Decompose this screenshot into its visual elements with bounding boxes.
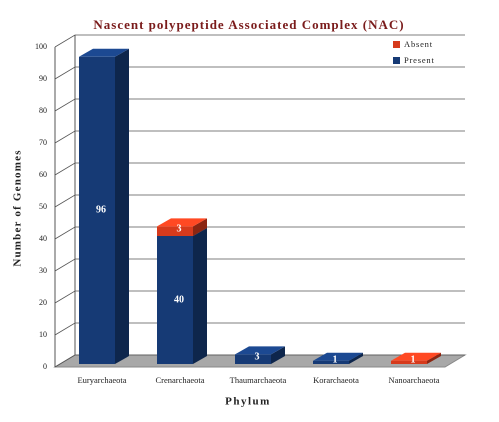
bar-side — [193, 228, 207, 364]
y-tick-label: 40 — [39, 234, 47, 243]
x-axis-label: Phylum — [225, 396, 271, 408]
legend-label: Present — [404, 55, 435, 65]
value-label: 96 — [96, 205, 106, 216]
bar-top — [79, 48, 129, 57]
bar-top — [235, 346, 285, 355]
grid-line — [54, 66, 465, 80]
grid-line — [54, 194, 465, 208]
y-tick-label: 0 — [43, 362, 47, 371]
y-tick-label: 100 — [35, 42, 47, 51]
legend-swatch — [393, 57, 400, 64]
legend-label: Absent — [404, 39, 433, 49]
grid-line — [54, 322, 465, 336]
x-tick-label: Thaumarchaeota — [230, 375, 287, 385]
bar-side — [193, 218, 207, 236]
bar-side — [271, 346, 285, 364]
bar-segment — [157, 218, 207, 236]
bar-front — [157, 236, 193, 364]
bar-segment — [235, 346, 285, 364]
bar-side — [115, 48, 129, 365]
y-tick-label: 10 — [39, 330, 47, 339]
y-tick-label: 70 — [39, 138, 47, 147]
x-tick-label: Euryarchaeota — [77, 375, 126, 385]
bar-segment — [391, 352, 441, 364]
value-label: 40 — [174, 294, 184, 305]
grid-line — [54, 226, 465, 240]
y-tick-label: 60 — [39, 170, 47, 179]
bar-top — [391, 352, 441, 361]
bar-segment — [313, 352, 363, 364]
y-tick-label: 20 — [39, 298, 47, 307]
bar-front — [79, 56, 115, 365]
x-tick-label: Nanoarchaeota — [389, 375, 440, 385]
bar-front — [157, 226, 193, 236]
grid-line — [54, 290, 465, 304]
bar-front — [391, 360, 427, 364]
grid-line — [54, 34, 465, 48]
y-tick-label: 80 — [39, 106, 47, 115]
bar-top — [157, 218, 207, 227]
y-tick-label: 50 — [39, 202, 47, 211]
grid-line — [54, 98, 465, 112]
value-label: 3 — [255, 351, 260, 362]
grid-line — [54, 130, 465, 144]
bar-side — [349, 352, 363, 364]
bar-top — [313, 352, 363, 361]
chart-title: Nascent polypeptide Associated Complex (… — [93, 17, 404, 32]
value-label: 1 — [411, 355, 416, 366]
y-tick-label: 90 — [39, 74, 47, 83]
value-label: 1 — [333, 355, 338, 366]
grid-line — [54, 162, 465, 176]
grid-line — [54, 258, 465, 272]
legend-swatch — [393, 41, 400, 48]
x-tick-label: Korarchaeota — [313, 375, 359, 385]
y-axis-label: Number of Genomes — [12, 149, 24, 266]
bar-front — [235, 354, 271, 364]
bar-side — [427, 352, 441, 364]
x-tick-label: Crenarchaeota — [155, 375, 204, 385]
bar-segment — [79, 48, 129, 365]
value-label: 3 — [177, 223, 182, 234]
y-tick-label: 30 — [39, 266, 47, 275]
bar-front — [313, 360, 349, 364]
